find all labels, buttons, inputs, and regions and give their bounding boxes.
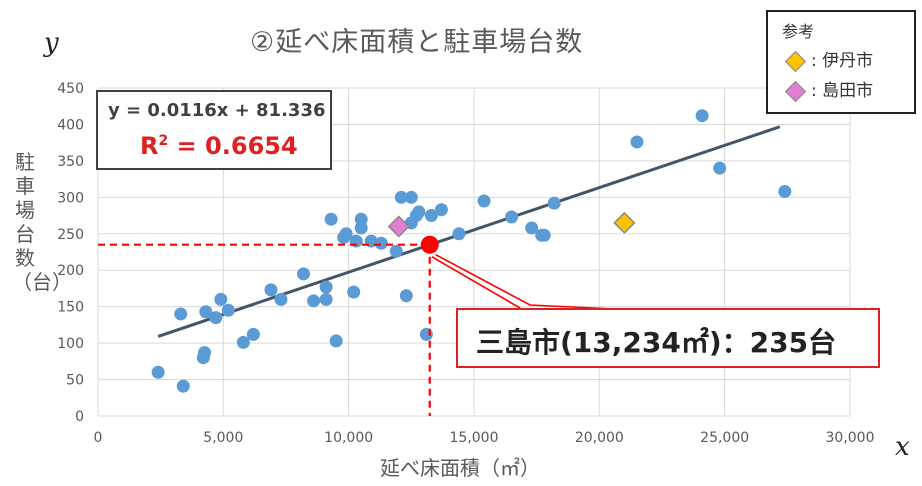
highlight-callout: 三島市(13,234㎡)：235台 bbox=[456, 308, 880, 368]
callout-pointer bbox=[435, 254, 637, 311]
x-axis-letter: x bbox=[895, 432, 910, 462]
data-point bbox=[214, 292, 228, 306]
data-point bbox=[151, 365, 165, 379]
data-point bbox=[329, 334, 343, 348]
legend-item-label: : 伊丹市 bbox=[811, 51, 874, 71]
y-tick-label: 0 bbox=[75, 409, 84, 425]
callout-pointer bbox=[431, 256, 521, 309]
data-point bbox=[246, 327, 260, 341]
y-axis-letter: y bbox=[44, 28, 59, 58]
data-point bbox=[505, 210, 519, 224]
legend-title: 参考 bbox=[782, 22, 815, 41]
trend-equation: y = 0.0116x + 81.336 bbox=[108, 100, 326, 121]
x-tick-label: 30,000 bbox=[826, 430, 875, 446]
y-axis-label: 駐車場台数（台） bbox=[12, 150, 72, 294]
data-point bbox=[176, 379, 190, 393]
data-point bbox=[324, 212, 338, 226]
legend-item-shimada: : 島田市 bbox=[784, 76, 874, 102]
data-point bbox=[547, 196, 561, 210]
pink-diamond-icon bbox=[784, 80, 807, 102]
data-point bbox=[713, 161, 727, 175]
x-tick-label: 0 bbox=[94, 430, 103, 446]
x-tick-label: 20,000 bbox=[575, 430, 624, 446]
tick-labels: 0 5,000 10,000 15,000 20,000 25,000 30,000 0 50 1… bbox=[57, 81, 874, 446]
data-point bbox=[264, 283, 278, 297]
data-point bbox=[399, 289, 413, 303]
legend-item-itami: : 伊丹市 bbox=[784, 46, 874, 72]
trendline bbox=[157, 125, 781, 338]
data-point bbox=[339, 227, 353, 241]
legend-item-label: : 島田市 bbox=[811, 81, 874, 101]
x-tick-label: 15,000 bbox=[450, 430, 499, 446]
data-point bbox=[452, 227, 466, 241]
data-point bbox=[209, 311, 223, 325]
y-tick-label: 400 bbox=[57, 117, 84, 133]
x-axis-label: 延べ床面積（㎡） bbox=[380, 456, 540, 480]
equation-box: y = 0.0116x + 81.336 R2 = 0.6654 bbox=[96, 90, 332, 170]
data-point bbox=[319, 280, 333, 294]
data-point bbox=[236, 335, 250, 349]
data-point bbox=[477, 194, 491, 208]
chart-title: ②延べ床面積と駐車場台数 bbox=[250, 27, 584, 58]
yellow-diamond-icon bbox=[784, 50, 807, 72]
r2-value: = 0.6654 bbox=[168, 132, 298, 160]
data-point bbox=[525, 221, 539, 235]
data-point bbox=[347, 285, 361, 299]
r2-sup: 2 bbox=[158, 133, 169, 149]
data-point bbox=[630, 135, 644, 149]
x-tick-label: 10,000 bbox=[324, 430, 373, 446]
x-tick-label: 5,000 bbox=[203, 430, 243, 446]
data-point bbox=[412, 205, 426, 219]
data-point bbox=[319, 292, 333, 306]
y-tick-label: 250 bbox=[57, 227, 84, 243]
reference-points bbox=[387, 211, 636, 238]
y-tick-label: 100 bbox=[57, 336, 84, 352]
y-tick-label: 350 bbox=[57, 154, 84, 170]
data-point bbox=[778, 185, 792, 199]
data-point bbox=[434, 203, 448, 217]
trendline-group bbox=[157, 125, 781, 338]
reference-diamond bbox=[613, 211, 636, 234]
data-point bbox=[199, 305, 213, 319]
x-tick-label: 25,000 bbox=[700, 430, 749, 446]
data-point bbox=[695, 109, 709, 123]
legend-box: 参考 : 伊丹市 : 島田市 bbox=[766, 10, 916, 114]
data-point bbox=[297, 267, 311, 281]
r2-label: R bbox=[140, 132, 159, 160]
data-point bbox=[174, 307, 188, 321]
highlight-point bbox=[420, 235, 439, 254]
reference-diamond bbox=[387, 215, 410, 238]
data-point bbox=[537, 228, 551, 242]
data-point bbox=[419, 327, 433, 341]
y-tick-label: 200 bbox=[57, 263, 84, 279]
data-point bbox=[274, 292, 288, 306]
data-point bbox=[394, 190, 408, 204]
y-tick-label: 300 bbox=[57, 190, 84, 206]
data-point bbox=[307, 294, 321, 308]
callout-text: 三島市(13,234㎡)：235台 bbox=[476, 326, 837, 359]
data-point bbox=[221, 303, 235, 317]
y-tick-label: 450 bbox=[57, 81, 84, 97]
y-tick-label: 150 bbox=[57, 300, 84, 316]
data-point bbox=[354, 221, 368, 235]
r-squared: R2 = 0.6654 bbox=[140, 132, 298, 160]
data-point bbox=[374, 236, 388, 250]
data-point bbox=[404, 190, 418, 204]
data-point bbox=[389, 244, 403, 258]
y-tick-label: 50 bbox=[66, 373, 84, 389]
data-point bbox=[424, 209, 438, 223]
data-point bbox=[198, 346, 212, 360]
